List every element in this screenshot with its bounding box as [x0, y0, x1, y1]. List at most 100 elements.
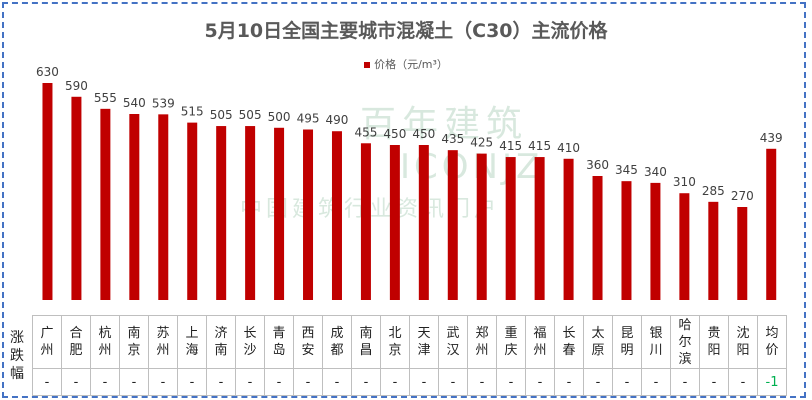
category-label: 杭州 [90, 315, 120, 369]
data-label: 450 [412, 127, 435, 141]
change-value: -1 [757, 368, 787, 396]
bar [71, 96, 82, 301]
category-label: 西安 [293, 315, 323, 369]
change-value: - [525, 368, 555, 396]
category-label: 天津 [409, 315, 439, 369]
bar [187, 122, 198, 300]
data-label: 310 [673, 175, 696, 189]
bar [216, 126, 227, 300]
legend-swatch [364, 62, 371, 68]
change-value: - [409, 368, 439, 396]
data-label: 270 [731, 189, 754, 203]
category-label: 昆明 [612, 315, 642, 369]
bar [650, 182, 661, 300]
category-label: 成都 [322, 315, 352, 369]
bar [621, 181, 632, 300]
data-label: 630 [36, 65, 59, 79]
data-label: 500 [268, 110, 291, 124]
category-label: 长春 [554, 315, 584, 369]
change-value: - [119, 368, 149, 396]
bar [245, 126, 256, 300]
change-value: - [32, 368, 62, 396]
bar [303, 129, 314, 300]
data-label: 515 [181, 105, 204, 119]
legend-label: 价格（元/m³） [374, 58, 448, 71]
data-label: 285 [702, 184, 725, 198]
bar [737, 207, 748, 300]
data-label: 360 [586, 158, 609, 172]
data-label: 340 [644, 165, 667, 179]
data-label: 505 [239, 108, 262, 122]
category-label: 合肥 [61, 315, 91, 369]
category-label: 重庆 [496, 315, 526, 369]
legend: 价格（元/m³） [0, 56, 812, 72]
data-label: 555 [94, 91, 117, 105]
row-header: 涨跌幅 [10, 329, 24, 382]
category-label: 福州 [525, 315, 555, 369]
change-value: - [496, 368, 526, 396]
change-value: - [728, 368, 758, 396]
data-label: 439 [760, 131, 783, 145]
change-value: - [293, 368, 323, 396]
data-label: 490 [326, 113, 349, 127]
data-label: 415 [528, 139, 551, 153]
bar [418, 145, 429, 300]
bar [476, 153, 487, 300]
change-value: - [380, 368, 410, 396]
category-label: 北京 [380, 315, 410, 369]
change-value: - [235, 368, 265, 396]
change-value: - [467, 368, 497, 396]
category-label: 武汉 [438, 315, 468, 369]
category-label: 哈尔滨 [670, 315, 700, 369]
category-label: 长沙 [235, 315, 265, 369]
bar [129, 114, 140, 300]
bar [447, 150, 458, 300]
change-value: - [322, 368, 352, 396]
category-label: 苏州 [148, 315, 178, 369]
change-value: - [583, 368, 613, 396]
category-label: 广州 [32, 315, 62, 369]
change-value: - [177, 368, 207, 396]
category-label: 贵阳 [699, 315, 729, 369]
bar [274, 127, 285, 301]
bar [158, 114, 169, 300]
change-value: - [554, 368, 584, 396]
data-label: 450 [383, 127, 406, 141]
change-value: - [612, 368, 642, 396]
change-value: - [351, 368, 381, 396]
change-value: - [148, 368, 178, 396]
data-label: 539 [152, 96, 175, 110]
change-value: - [699, 368, 729, 396]
bar [100, 108, 111, 300]
data-label: 540 [123, 96, 146, 110]
category-label: 郑州 [467, 315, 497, 369]
category-label: 均价 [757, 315, 787, 369]
chart-title: 5月10日全国主要城市混凝土（C30）主流价格 [204, 20, 608, 42]
bar [360, 143, 371, 300]
bar [505, 157, 516, 300]
data-label: 425 [470, 136, 493, 150]
bar [534, 157, 545, 300]
data-label: 495 [297, 112, 320, 126]
bar [766, 148, 777, 300]
bar [563, 158, 574, 300]
bar [679, 193, 690, 300]
data-label: 345 [615, 163, 638, 177]
data-label: 505 [210, 108, 233, 122]
category-label: 上海 [177, 315, 207, 369]
data-label: 415 [499, 139, 522, 153]
category-label: 沈阳 [728, 315, 758, 369]
category-label: 银川 [641, 315, 671, 369]
bar [592, 176, 603, 300]
bar [708, 201, 719, 300]
plot-area: 630 590 555 540 539 515 505 505 500 495 490 455 450 4… [36, 65, 783, 301]
category-label: 太原 [583, 315, 613, 369]
change-value: - [206, 368, 236, 396]
category-label: 南京 [119, 315, 149, 369]
change-value: - [438, 368, 468, 396]
data-label: 455 [354, 125, 377, 139]
data-label: 590 [65, 79, 88, 93]
change-value: - [90, 368, 120, 396]
